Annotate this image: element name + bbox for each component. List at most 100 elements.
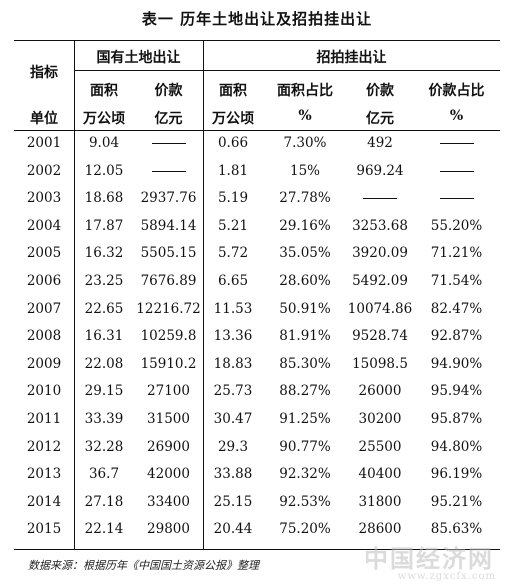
auction-price-cell: 3253.68 (352, 217, 408, 234)
area-share-cell: 92.32% (279, 466, 331, 483)
price-share-cell (413, 190, 500, 206)
unit-percent-area: % (298, 108, 312, 124)
price-share-cell: 95.94% (430, 383, 483, 400)
price-share-cell: 95.21% (430, 493, 483, 510)
auction-area-cell: 0.66 (217, 135, 249, 151)
unit-price: 亿元 (154, 111, 183, 127)
auction-price-cell: 5492.09 (352, 273, 408, 289)
price-share-cell: 95.87% (430, 411, 483, 427)
auction-price-cell: 30200 (358, 411, 402, 427)
auction-price-header: 价款 (366, 83, 394, 99)
land-price-cell: 5894.14 (140, 217, 197, 234)
area-share-cell: 90.77% (279, 438, 331, 455)
auction-price-cell (347, 190, 413, 206)
land-area-cell: 22.08 (84, 355, 124, 372)
area-share-cell: 88.27% (279, 383, 331, 400)
auction-area-cell: 5.72 (217, 245, 249, 262)
auction-area-cell: 20.44 (213, 521, 253, 538)
auction-area-cell: 5.21 (217, 217, 249, 234)
area-share-cell: 81.91% (279, 328, 331, 345)
price-share-cell: 96.19% (430, 466, 483, 483)
year-cell: 2010 (26, 383, 62, 400)
land-area-cell: 32.28 (84, 438, 124, 455)
auction-area-cell: 11.53 (213, 300, 253, 317)
land-price-cell: 26900 (147, 438, 190, 455)
auction-area-cell: 1.81 (217, 162, 249, 179)
auction-price-cell: 10074.86 (347, 300, 413, 317)
auction-price-cell: 40400 (358, 466, 402, 483)
price-share-cell: 94.80% (430, 438, 483, 455)
land-area-cell: 17.87 (84, 217, 124, 234)
area-share-cell: 75.20% (279, 521, 331, 538)
group-header-rule (74, 70, 500, 71)
land-price-cell: 15910.2 (140, 355, 197, 372)
empty-dash (363, 198, 397, 200)
auction-price-cell: 9528.74 (352, 328, 408, 345)
state-land-header: 国有土地出让 (96, 50, 181, 66)
land-price-cell: 12216.72 (136, 300, 201, 317)
land-area-cell: 18.68 (84, 190, 124, 207)
auction-header: 招拍挂出让 (316, 50, 387, 66)
land-area-cell: 33.39 (84, 411, 124, 427)
price-share-header: 价款占比 (428, 83, 485, 99)
year-cell: 2006 (26, 273, 62, 289)
land-price-cell (134, 163, 203, 179)
year-cell: 2001 (26, 135, 62, 151)
area-share-header: 面积占比 (277, 83, 333, 99)
unit-price-auction: 亿元 (366, 111, 394, 127)
land-price-cell: 33400 (147, 493, 190, 510)
land-area-cell: 16.32 (84, 245, 124, 262)
price-share-cell: 55.20% (430, 217, 483, 234)
auction-area-cell: 29.3 (217, 438, 249, 455)
auction-area-cell: 25.15 (213, 493, 253, 510)
area-share-cell: 28.60% (279, 273, 331, 289)
price-share-cell: 71.54% (430, 273, 483, 289)
land-price-cell: 29800 (147, 521, 190, 538)
land-area-cell: 36.7 (88, 466, 120, 483)
area-share-cell: 91.25% (279, 411, 331, 427)
auction-area-header: 面积 (219, 83, 247, 99)
land-price-cell: 7676.89 (140, 273, 197, 289)
price-share-cell (413, 135, 500, 151)
land-area-cell: 22.14 (84, 521, 124, 538)
auction-price-cell: 31800 (358, 493, 402, 510)
auction-price-cell: 492 (367, 135, 393, 151)
area-share-cell: 7.30% (283, 135, 327, 151)
auction-area-cell: 33.88 (213, 466, 253, 483)
year-cell: 2005 (26, 245, 62, 262)
col-separator-mid (203, 40, 204, 549)
empty-dash (439, 170, 474, 172)
land-price-cell: 31500 (147, 411, 190, 427)
area-share-cell: 27.78% (279, 190, 331, 207)
price-share-cell: 82.47% (430, 300, 483, 317)
land-price-cell: 27100 (147, 383, 190, 400)
year-cell: 2015 (26, 521, 62, 538)
price-header: 价款 (154, 83, 183, 99)
auction-area-cell: 13.36 (213, 328, 253, 345)
unit-label: 单位 (30, 111, 58, 127)
price-share-cell: 92.87% (430, 328, 483, 345)
land-area-cell: 9.04 (88, 135, 120, 151)
area-share-cell: 35.05% (279, 245, 331, 262)
year-cell: 2004 (26, 217, 62, 234)
empty-dash (151, 143, 186, 144)
unit-area: 万公顷 (83, 111, 125, 127)
col-separator-left (74, 40, 75, 549)
area-header: 面积 (90, 83, 118, 99)
land-area-cell: 16.31 (84, 328, 124, 345)
area-share-cell: 15% (289, 162, 320, 179)
top-rule (14, 40, 500, 41)
auction-area-cell: 25.73 (213, 383, 253, 400)
header-bottom-rule (14, 130, 500, 131)
auction-area-cell: 5.19 (217, 190, 249, 207)
price-share-cell: 94.90% (430, 355, 483, 372)
land-area-cell: 12.05 (84, 162, 124, 179)
watermark-logo: 中国经济网 (364, 544, 494, 573)
land-price-cell: 5505.15 (140, 245, 197, 262)
year-cell: 2014 (26, 493, 62, 510)
watermark-url: www.zgxcfx.com (397, 571, 496, 582)
land-area-cell: 22.65 (84, 300, 124, 317)
auction-price-cell: 28600 (358, 521, 402, 538)
auction-area-cell: 6.65 (217, 273, 249, 289)
year-cell: 2012 (26, 438, 62, 455)
